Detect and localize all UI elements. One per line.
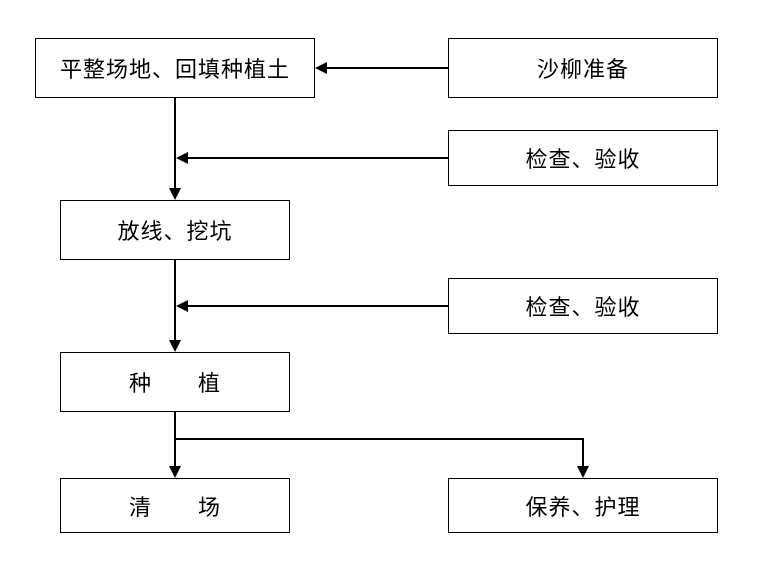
edge-n3-main [188, 157, 448, 159]
node-prepare-willow: 沙柳准备 [448, 38, 718, 98]
arrowhead-icon [169, 466, 181, 478]
node-planting: 种 植 [60, 352, 290, 412]
edge-n5-main [188, 305, 448, 307]
edge-branch-h [175, 438, 583, 440]
node-maintenance: 保养、护理 [448, 478, 718, 533]
edge-branch-v [582, 438, 584, 466]
arrowhead-icon [577, 466, 589, 478]
node-inspect-1: 检查、验收 [448, 130, 718, 186]
node-layout-dig: 放线、挖坑 [60, 200, 290, 260]
arrowhead-icon [176, 152, 188, 164]
node-cleanup: 清 场 [60, 478, 290, 533]
arrowhead-icon [315, 62, 327, 74]
node-label: 保养、护理 [525, 490, 640, 522]
node-level-site: 平整场地、回填种植土 [35, 38, 315, 98]
node-label: 检查、验收 [525, 290, 640, 322]
edge-n2-n1 [327, 67, 448, 69]
edge-n1-n4 [174, 98, 176, 188]
node-label: 沙柳准备 [537, 52, 629, 84]
node-label: 检查、验收 [525, 142, 640, 174]
node-label: 平整场地、回填种植土 [60, 52, 290, 84]
arrowhead-icon [176, 300, 188, 312]
node-label: 放线、挖坑 [117, 214, 232, 246]
node-label: 种 植 [129, 366, 221, 398]
node-label: 清 场 [129, 490, 221, 522]
arrowhead-icon [169, 340, 181, 352]
node-inspect-2: 检查、验收 [448, 278, 718, 334]
arrowhead-icon [169, 188, 181, 200]
